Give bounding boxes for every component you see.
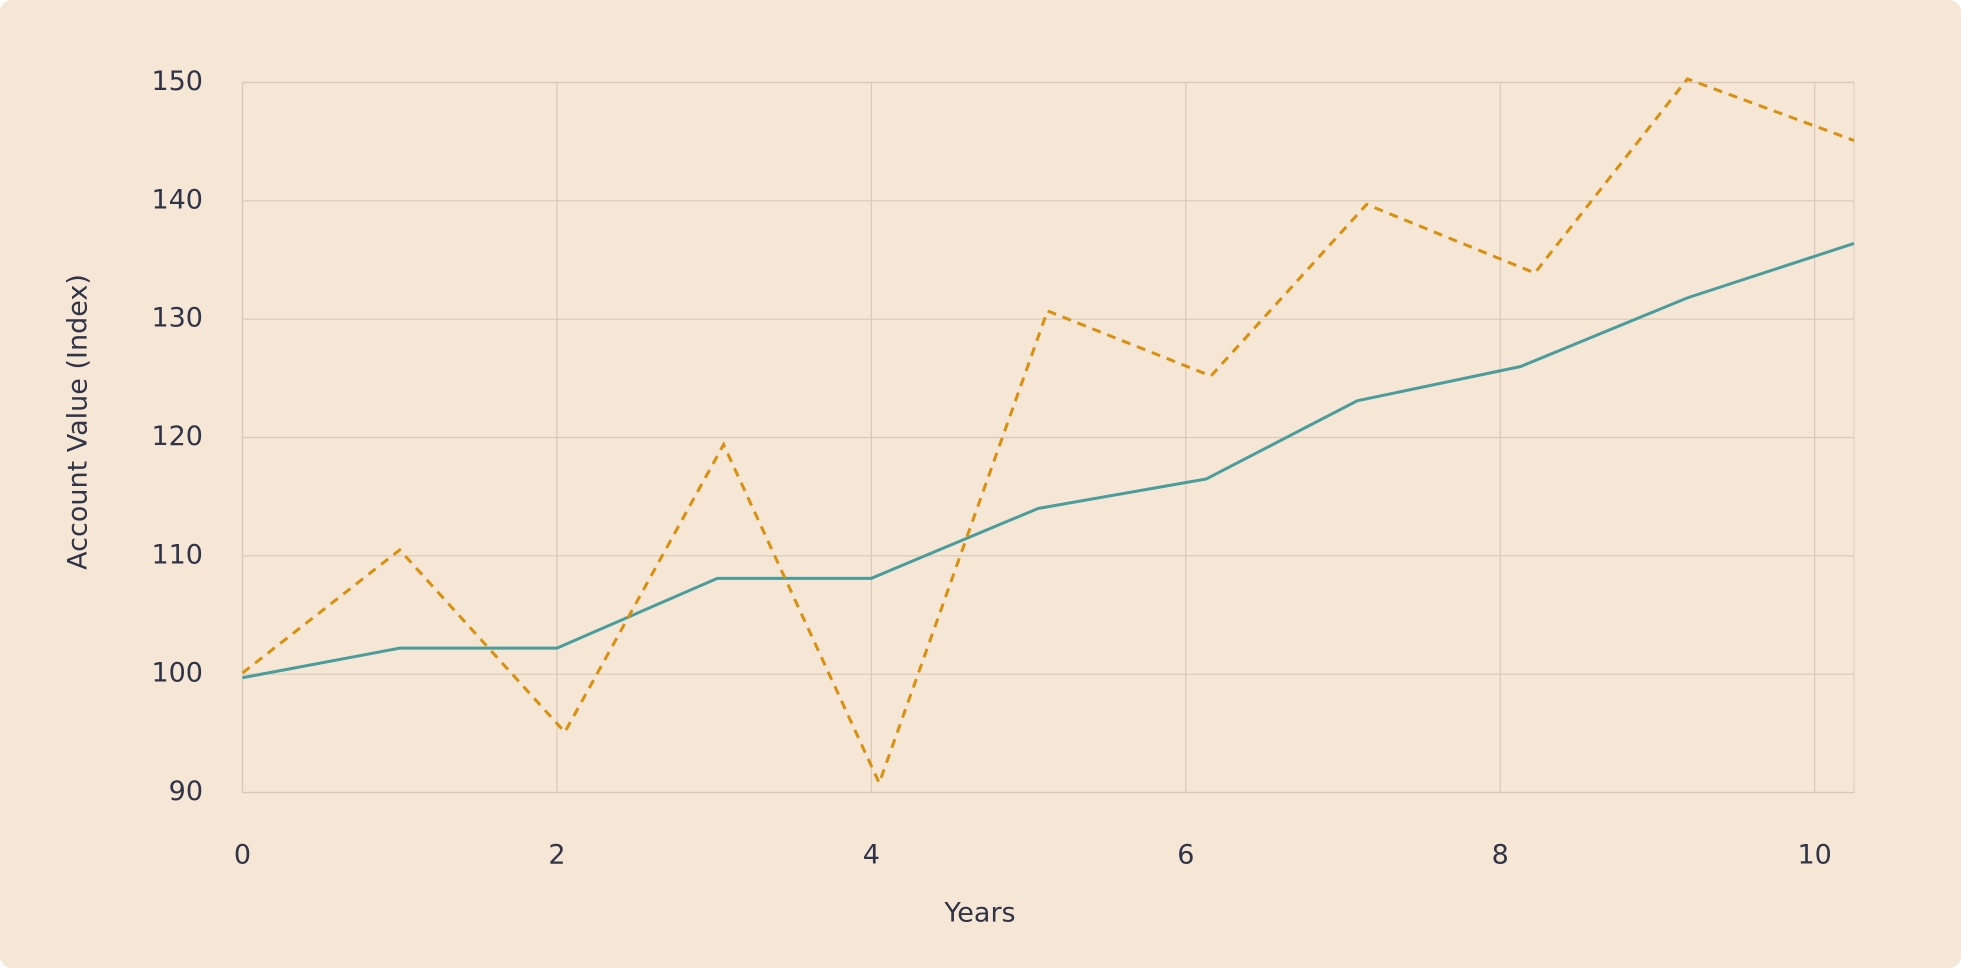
y-tick-label: 130 [151,303,203,334]
x-tick-label: 6 [1177,840,1194,871]
y-tick-label: 110 [151,539,203,570]
y-tick-label: 120 [151,421,203,452]
y-axis-title: Account Value (Index) [63,274,94,570]
x-tick-label: 0 [234,840,251,871]
x-tick-label: 2 [548,840,565,871]
y-tick-label: 90 [169,776,203,807]
x-tick-label: 10 [1798,840,1832,871]
x-tick-label: 4 [863,840,880,871]
y-tick-label: 150 [151,66,203,97]
y-tick-label: 100 [151,658,203,689]
series-line [242,242,1855,680]
y-tick-label: 140 [151,184,203,215]
x-tick-label: 8 [1492,840,1509,871]
x-axis-title: Years [943,898,1015,929]
